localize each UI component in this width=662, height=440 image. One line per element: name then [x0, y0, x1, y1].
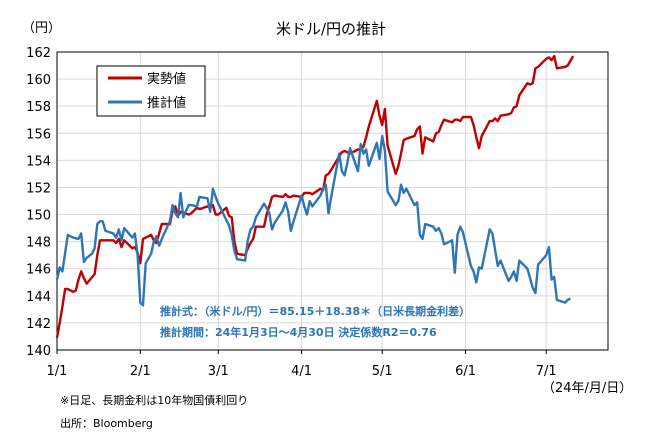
y-tick-label: 154	[26, 154, 51, 169]
y-tick-label: 148	[26, 236, 51, 251]
y-tick-label: 150	[26, 209, 51, 224]
legend-label-actual: 実勢値	[147, 71, 186, 87]
x-tick-label: 6/1	[455, 364, 476, 379]
x-tick-label: 7/1	[536, 364, 557, 379]
footnote-data-note: ※日足、長期金利は10年物国債利回り	[60, 393, 248, 407]
legend-label-estimate: 推計値	[147, 95, 186, 111]
legend: 実勢値 推計値	[96, 65, 206, 117]
annotation-formula: 推計式：（米ドル/円）＝85.15＋18.38＊（日米長期金利差）	[160, 304, 470, 318]
series-line-actual	[55, 54, 575, 339]
series-lines	[55, 54, 575, 339]
footnote-source: 出所：Bloomberg	[60, 416, 153, 430]
y-axis-label: （円）	[22, 21, 61, 36]
y-tick-label: 162	[26, 46, 51, 61]
x-tick-labels: 1/1 2/1 3/1 4/1 5/1 6/1 7/1	[47, 364, 557, 379]
x-tick-label: 5/1	[372, 364, 393, 379]
y-tick-labels: 140 142 144 146 148 150 152 154 156 158 160 162	[26, 46, 51, 359]
x-tick-label: 2/1	[130, 364, 151, 379]
x-axis-label: （24年/月/日）	[542, 381, 632, 396]
y-tick-label: 160	[26, 73, 51, 88]
y-tick-label: 156	[26, 127, 51, 142]
annotation-period: 推計期間：24年1月3日～4月30日 決定係数R2＝0.76	[160, 325, 437, 339]
y-tick-label: 142	[26, 317, 51, 332]
chart-title: 米ドル/円の推計	[276, 20, 386, 38]
x-tick-label: 3/1	[208, 364, 229, 379]
y-tick-label: 144	[26, 290, 51, 305]
series-line-estimate	[55, 134, 571, 307]
x-tick-label: 4/1	[291, 364, 312, 379]
legend-box	[96, 65, 206, 117]
x-tick-label: 1/1	[47, 364, 68, 379]
plot-frame	[56, 51, 609, 351]
y-tick-label: 146	[26, 263, 51, 278]
y-tick-label: 140	[26, 344, 51, 359]
y-tick-label: 158	[26, 100, 51, 115]
y-tick-label: 152	[26, 181, 51, 196]
